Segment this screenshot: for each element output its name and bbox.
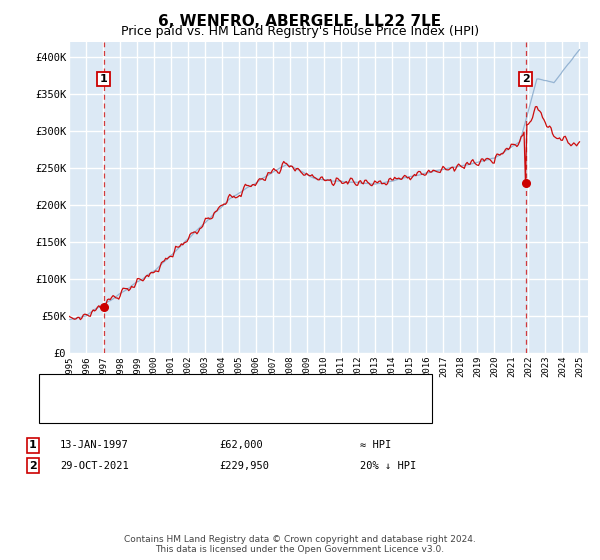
Text: 6, WENFRO, ABERGELE, LL22 7LE: 6, WENFRO, ABERGELE, LL22 7LE (158, 14, 442, 29)
Text: 2: 2 (521, 74, 529, 84)
Text: HPI: Average price, detached house, Conwy: HPI: Average price, detached house, Conw… (74, 405, 302, 416)
Text: £229,950: £229,950 (219, 461, 269, 471)
Text: 2: 2 (29, 461, 37, 471)
Text: 1: 1 (29, 440, 37, 450)
Text: 20% ↓ HPI: 20% ↓ HPI (360, 461, 416, 471)
Text: 6, WENFRO, ABERGELE, LL22 7LE (detached house): 6, WENFRO, ABERGELE, LL22 7LE (detached … (74, 381, 343, 391)
Text: Contains HM Land Registry data © Crown copyright and database right 2024.
This d: Contains HM Land Registry data © Crown c… (124, 535, 476, 554)
Text: £62,000: £62,000 (219, 440, 263, 450)
Text: ≈ HPI: ≈ HPI (360, 440, 391, 450)
Text: 29-OCT-2021: 29-OCT-2021 (60, 461, 129, 471)
Text: 13-JAN-1997: 13-JAN-1997 (60, 440, 129, 450)
Text: ——: —— (48, 379, 73, 393)
Text: 1: 1 (100, 74, 107, 84)
Text: ——: —— (48, 404, 73, 417)
Text: Price paid vs. HM Land Registry's House Price Index (HPI): Price paid vs. HM Land Registry's House … (121, 25, 479, 38)
